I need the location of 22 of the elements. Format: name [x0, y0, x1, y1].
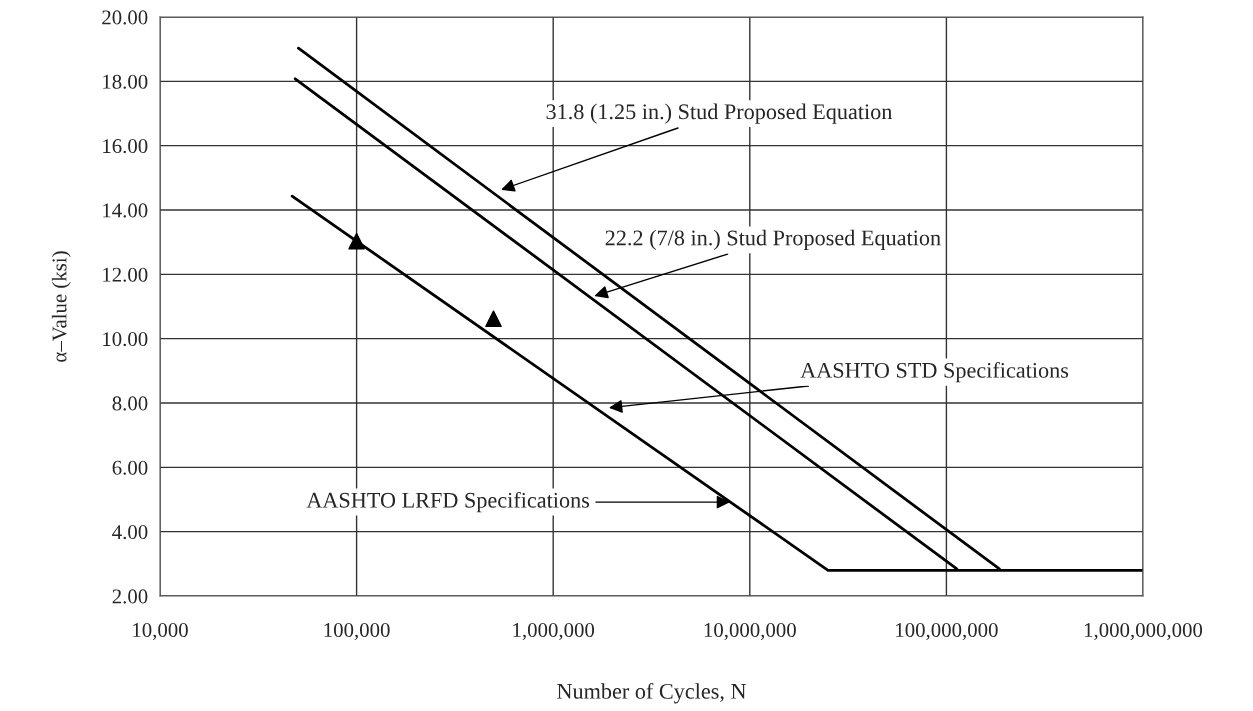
- y-tick-label: 20.00: [102, 10, 148, 25]
- x-tick-label: 1,000,000: [513, 622, 595, 641]
- annotation: 22.2 (7/8 in.) Stud Proposed Equation: [605, 229, 941, 250]
- y-tick-label: 18.00: [103, 74, 148, 89]
- x-axis-title: Number of Cycles, N: [557, 682, 747, 704]
- annotation: 31.8 (1.25 in.) Stud Proposed Equation: [546, 103, 893, 124]
- y-tick-label: 8.00: [112, 396, 148, 411]
- x-tick-label: 100,000: [324, 622, 390, 641]
- y-tick-label: 4.00: [112, 525, 148, 540]
- x-tick-label: 100,000,000: [896, 622, 998, 641]
- x-tick-label: 10,000: [133, 622, 188, 641]
- y-axis-title: α–Value (ksi): [51, 251, 71, 362]
- y-tick-label: 16.00: [103, 139, 148, 154]
- x-tick-label: 10,000,000: [704, 622, 796, 641]
- y-tick-label: 6.00: [112, 460, 148, 475]
- y-tick-label: 10.00: [103, 332, 148, 347]
- y-tick-label: 14.00: [103, 203, 148, 218]
- annotation: AASHTO STD Specifications: [800, 361, 1069, 383]
- y-tick-label: 2.00: [112, 589, 148, 604]
- x-tick-label: 1,000,000,000: [1084, 622, 1203, 641]
- annotation: AASHTO LRFD Specifications: [306, 491, 590, 513]
- y-tick-label: 12.00: [103, 267, 148, 282]
